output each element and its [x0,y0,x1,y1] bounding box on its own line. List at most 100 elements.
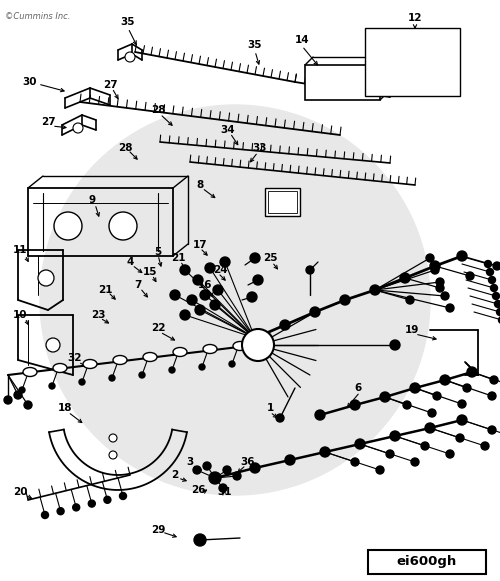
Text: 4: 4 [126,257,134,267]
Circle shape [38,270,54,286]
Circle shape [490,285,498,292]
Text: 23: 23 [91,310,106,320]
Circle shape [125,52,135,62]
Circle shape [24,401,32,409]
Ellipse shape [83,360,97,368]
Circle shape [109,434,117,442]
Circle shape [430,261,440,271]
Circle shape [223,466,231,474]
Circle shape [390,431,400,441]
Circle shape [350,400,360,410]
Circle shape [433,392,441,400]
Circle shape [109,451,117,459]
Circle shape [370,285,380,295]
Circle shape [46,338,60,352]
Text: 22: 22 [151,323,166,333]
Text: 11: 11 [13,245,28,255]
Circle shape [193,466,201,474]
Bar [268,191,297,213]
Text: 6: 6 [354,383,362,393]
Circle shape [494,300,500,307]
Bar [265,188,300,216]
Circle shape [411,458,419,466]
Circle shape [428,409,436,417]
Circle shape [57,508,64,515]
Circle shape [14,391,22,399]
Text: 3: 3 [186,457,194,467]
Circle shape [315,410,325,420]
Circle shape [493,262,500,270]
Text: 14: 14 [294,35,310,45]
Circle shape [410,383,420,393]
Circle shape [220,257,230,267]
Ellipse shape [143,353,157,361]
Circle shape [386,450,394,458]
Circle shape [219,484,227,492]
Circle shape [229,361,235,367]
Bar [368,550,486,574]
Ellipse shape [53,364,67,372]
Bar [305,65,380,100]
Text: 24: 24 [212,265,228,275]
Circle shape [40,105,430,495]
Text: 36: 36 [241,457,256,467]
Bar [365,28,460,96]
Circle shape [247,292,257,302]
Ellipse shape [113,356,127,364]
Circle shape [440,375,450,385]
Circle shape [431,266,439,274]
Circle shape [457,415,467,425]
Circle shape [169,367,175,373]
Circle shape [490,376,498,384]
Circle shape [54,212,82,240]
Circle shape [233,472,241,480]
Circle shape [73,123,83,133]
Circle shape [104,496,111,503]
Text: 7: 7 [134,280,141,290]
Ellipse shape [233,342,247,350]
Circle shape [139,372,145,378]
Circle shape [426,254,434,262]
Circle shape [320,447,330,457]
Text: 25: 25 [263,253,277,263]
Text: 8: 8 [196,180,203,190]
Circle shape [180,265,190,275]
Ellipse shape [203,345,217,353]
Circle shape [213,285,223,295]
Circle shape [250,463,260,473]
Circle shape [457,251,467,261]
Circle shape [200,290,210,300]
Circle shape [187,295,197,305]
Circle shape [209,472,221,484]
Circle shape [436,278,444,286]
Circle shape [425,423,435,433]
Circle shape [195,305,205,315]
Circle shape [486,268,494,275]
Text: 15: 15 [143,267,158,277]
Circle shape [19,387,25,393]
Circle shape [498,317,500,324]
Circle shape [109,212,137,240]
Circle shape [193,275,203,285]
Circle shape [250,253,260,263]
Circle shape [436,284,444,292]
Circle shape [79,379,85,385]
Text: 34: 34 [220,125,236,135]
Circle shape [49,383,55,389]
Circle shape [203,462,211,470]
Circle shape [72,504,80,511]
Text: 18: 18 [58,403,72,413]
Circle shape [120,493,126,500]
Text: 30: 30 [23,77,38,87]
Circle shape [376,466,384,474]
Circle shape [42,511,48,518]
Text: 27: 27 [102,80,118,90]
Circle shape [380,392,390,402]
Circle shape [170,290,180,300]
Text: 5: 5 [154,247,162,257]
Circle shape [351,458,359,466]
Ellipse shape [23,368,37,376]
Text: 9: 9 [88,195,96,205]
Circle shape [242,329,274,361]
Text: 32: 32 [68,353,82,363]
